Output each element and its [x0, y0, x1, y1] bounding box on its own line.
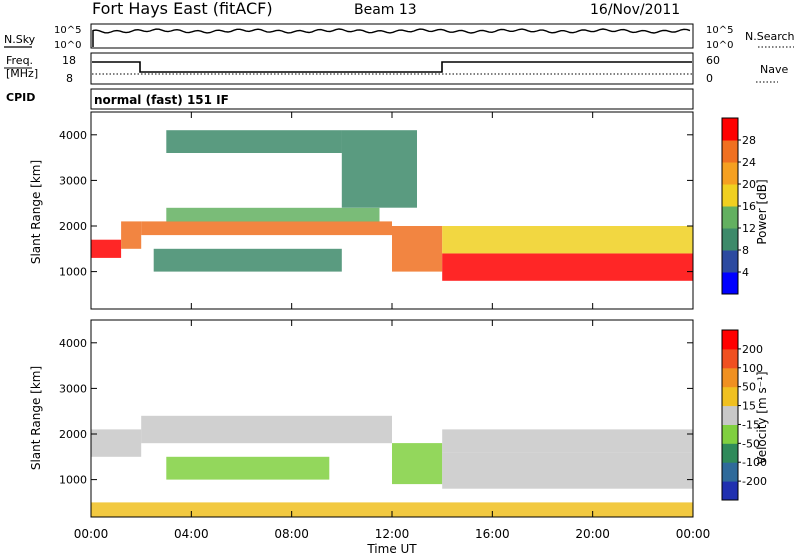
velocity-band-1: [141, 415, 392, 444]
power-band-4: [153, 248, 342, 272]
velocity-band-0: [91, 429, 142, 457]
noise-right-tick-bottom: 10^0: [706, 40, 733, 51]
power-band-5: [392, 226, 443, 272]
power-ylabel: Slant Range [km]: [29, 160, 43, 264]
velocity-colorbar-swatch: [722, 424, 738, 444]
velocity-band-6: [91, 502, 693, 517]
velocity-ytick-label: 2000: [59, 428, 87, 441]
x-tick-label: 20:00: [575, 527, 610, 541]
figure-title: Fort Hays East (fitACF): [92, 0, 273, 18]
x-axis-label: Time UT: [366, 542, 417, 554]
power-colorbar-tick-label: 20: [742, 178, 756, 191]
power-colorbar-tick-label: 8: [742, 244, 749, 257]
velocity-band-4: [442, 452, 693, 489]
power-colorbar-swatch: [722, 250, 738, 273]
power-colorbar-tick-label: 16: [742, 200, 756, 213]
power-colorbar-tick-label: 28: [742, 134, 756, 147]
velocity-colorbar-tick-label: 15: [742, 400, 756, 413]
freq-tick-bottom: 8: [66, 72, 73, 85]
freq-panel-frame: [90, 52, 694, 85]
nave-tick-bottom: 0: [706, 72, 713, 85]
velocity-colorbar-swatch: [722, 386, 738, 407]
velocity-colorbar-tick-label: -15: [742, 418, 760, 431]
noise-left-tick-bottom: 10^0: [54, 40, 81, 51]
velocity-colorbar-swatch: [722, 443, 738, 463]
power-colorbar-swatch: [722, 140, 738, 163]
power-ytick-label: 1000: [59, 266, 87, 279]
power-ytick-label: 3000: [59, 174, 87, 187]
power-panel: 1000 2000 3000 4000 Slant Range [km] 4 8 12 16…: [29, 111, 769, 310]
noise-left-tick-top: 10^5: [54, 25, 81, 36]
date-label: 16/Nov/2011: [590, 2, 680, 18]
velocity-colorbar-swatch: [722, 462, 738, 482]
velocity-colorbar-tick-label: 100: [742, 362, 763, 375]
power-colorbar-label: Power [dB]: [755, 179, 769, 244]
power-ytick-label: 4000: [59, 129, 87, 142]
power-band-7: [442, 226, 693, 254]
power-ytick-label: 2000: [59, 220, 87, 233]
velocity-ylabel: Slant Range [km]: [29, 366, 43, 470]
power-colorbar-swatch: [722, 162, 738, 185]
velocity-colorbar-tick-label: -200: [742, 475, 767, 488]
noise-right-label: N.Search: [745, 30, 795, 43]
velocity-colorbar-tick-label: -50: [742, 437, 760, 450]
power-colorbar-swatch: [722, 118, 738, 141]
power-colorbar-swatch: [722, 184, 738, 207]
power-colorbar-swatch: [722, 206, 738, 229]
power-band-2: [141, 221, 392, 236]
power-band-6: [442, 253, 693, 281]
freq-panel: Freq. [MHz] 18 8 60 0 Nave: [4, 52, 788, 85]
velocity-colorbar-swatch: [722, 348, 738, 369]
noise-right-tick-top: 10^5: [706, 25, 733, 36]
velocity-colorbar-swatch: [722, 405, 738, 425]
power-colorbar-swatch: [722, 228, 738, 251]
x-tick-label: 00:00: [74, 527, 109, 541]
freq-tick-top: 18: [62, 54, 76, 67]
velocity-colorbar-swatch: [722, 481, 738, 501]
power-band-8: [166, 130, 342, 153]
x-tick-label: 04:00: [174, 527, 209, 541]
power-band-0: [91, 239, 122, 258]
power-band-3: [166, 207, 380, 222]
noise-panel: N.Sky 10^5 10^0 10^5 10^0 N.Search: [4, 23, 795, 51]
velocity-colorbar-swatch: [722, 330, 738, 350]
power-colorbar-swatch: [722, 272, 738, 295]
noise-left-label: N.Sky: [4, 33, 36, 46]
power-colorbar-tick-label: 12: [742, 222, 756, 235]
cpid-panel: CPID normal (fast) 151 IF: [6, 88, 694, 110]
power-colorbar-tick-label: 24: [742, 156, 756, 169]
velocity-ytick-label: 1000: [59, 474, 87, 487]
x-tick-label: 16:00: [475, 527, 510, 541]
nave-tick-top: 60: [706, 54, 720, 67]
nave-label: Nave: [760, 63, 788, 76]
beam-label: Beam 13: [354, 2, 417, 18]
velocity-colorbar-label: Velocity [m s⁻¹]: [755, 371, 769, 464]
power-colorbar-tick-label: 4: [742, 266, 749, 279]
power-band-9: [341, 130, 417, 208]
noise-panel-frame: [90, 23, 694, 49]
velocity-colorbar-tick-label: 200: [742, 343, 763, 356]
cpid-frame: [90, 88, 694, 110]
freq-series: [92, 61, 692, 73]
velocity-band-5: [442, 429, 693, 453]
velocity-ytick-label: 4000: [59, 337, 87, 350]
x-tick-label: 08:00: [274, 527, 309, 541]
noise-sky-series: [92, 28, 691, 34]
x-tick-label: 00:00: [676, 527, 711, 541]
cpid-label: CPID: [6, 91, 35, 104]
velocity-panel: 1000 2000 3000 4000 Slant Range [km] 200 100…: [29, 112, 769, 554]
velocity-colorbar-swatch: [722, 367, 738, 388]
velocity-colorbar-frame: [721, 329, 739, 501]
velocity-colorbar-tick-label: 50: [742, 381, 756, 394]
velocity-ytick-label: 3000: [59, 382, 87, 395]
velocity-band-3: [392, 443, 443, 485]
freq-label-line1: Freq.: [6, 54, 33, 67]
x-tick-label: 12:00: [375, 527, 410, 541]
cpid-mode: normal (fast) 151 IF: [94, 93, 229, 107]
power-band-1: [121, 221, 142, 249]
freq-label-line2: [MHz]: [6, 67, 38, 80]
velocity-colorbar-tick-label: -100: [742, 456, 767, 469]
velocity-band-2: [166, 456, 330, 480]
